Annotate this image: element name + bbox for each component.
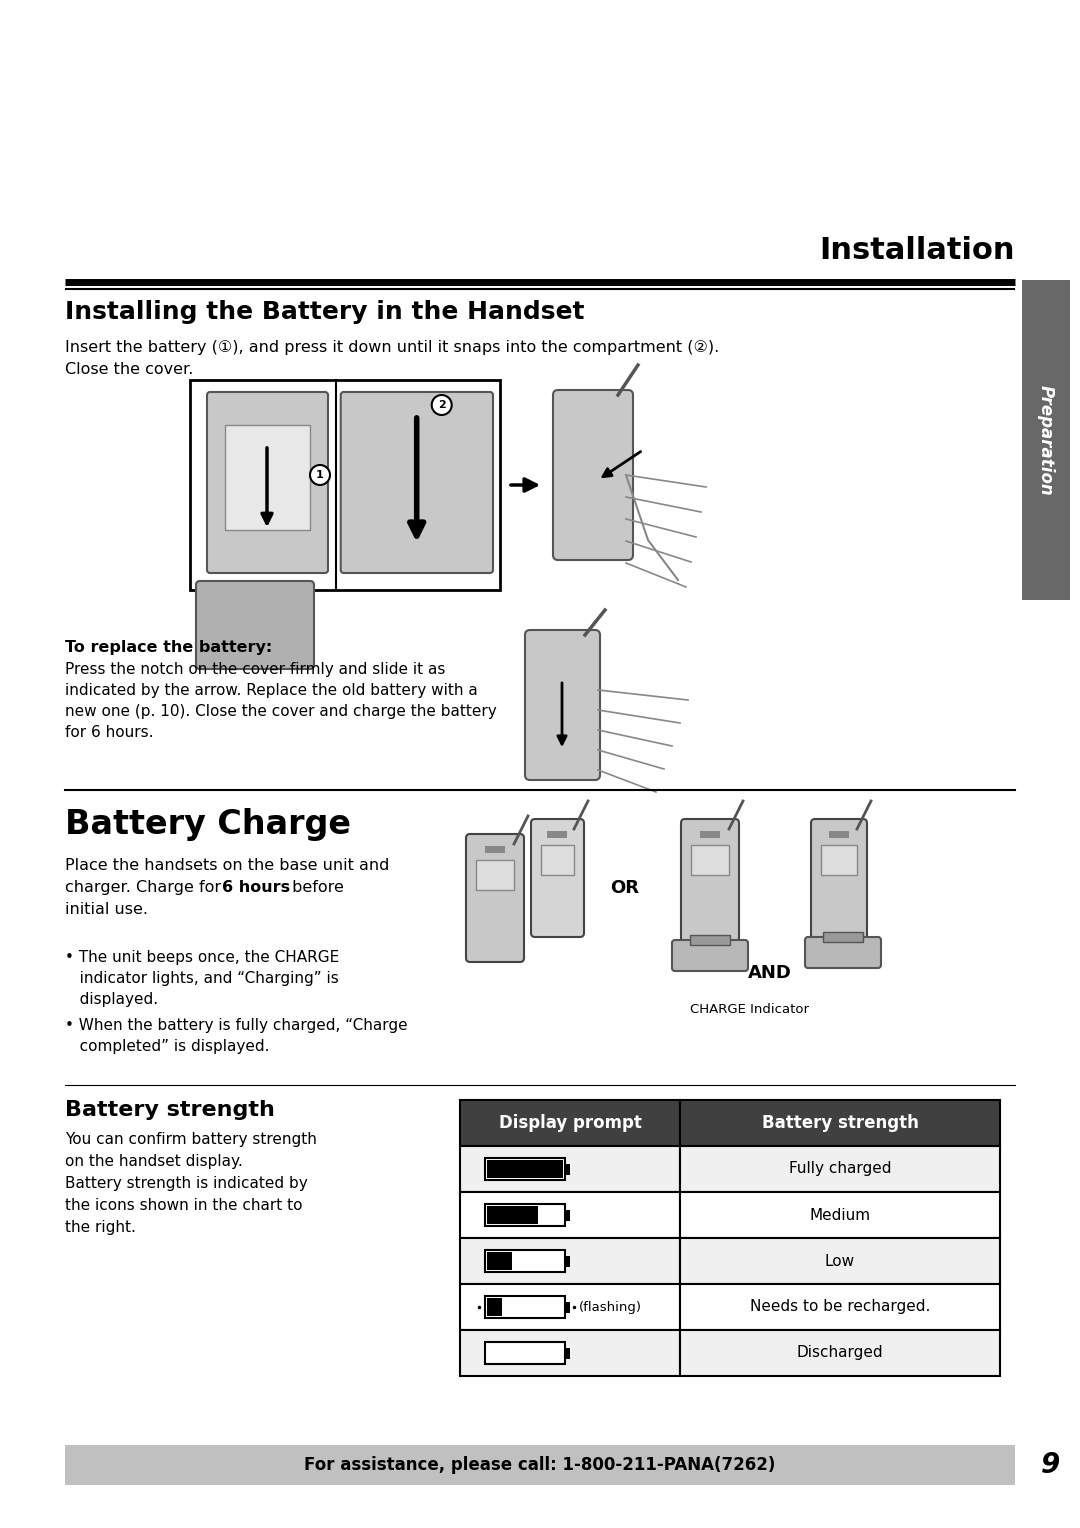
Text: You can confirm battery strength: You can confirm battery strength [65, 1132, 316, 1148]
Bar [485, 847, 505, 853]
Bar [565, 1210, 570, 1221]
Text: Battery strength: Battery strength [761, 1114, 918, 1132]
Bar [487, 1206, 538, 1224]
Text: before: before [287, 880, 343, 895]
Bar [1022, 280, 1070, 601]
Text: Discharged: Discharged [797, 1346, 883, 1360]
Bar [700, 831, 720, 837]
Bar [485, 1204, 565, 1225]
FancyBboxPatch shape [207, 393, 328, 573]
Bar [821, 845, 858, 876]
Text: new one (p. 10). Close the cover and charge the battery: new one (p. 10). Close the cover and cha… [65, 704, 497, 720]
Bar [460, 1284, 680, 1329]
FancyBboxPatch shape [340, 393, 492, 573]
Text: • The unit beeps once, the CHARGE: • The unit beeps once, the CHARGE [65, 950, 339, 966]
Text: Battery strength: Battery strength [65, 1100, 275, 1120]
Bar [460, 1146, 680, 1192]
Bar [823, 932, 863, 941]
Text: Medium: Medium [809, 1207, 870, 1222]
Text: for 6 hours.: for 6 hours. [65, 724, 153, 740]
Bar [225, 425, 310, 530]
FancyBboxPatch shape [531, 819, 584, 937]
Text: To replace the battery:: To replace the battery: [65, 640, 272, 656]
Text: • When the battery is fully charged, “Charge: • When the battery is fully charged, “Ch… [65, 1018, 407, 1033]
Bar [680, 1192, 1000, 1238]
Text: Low: Low [825, 1253, 855, 1268]
Bar [565, 1256, 570, 1267]
Text: Preparation: Preparation [1037, 385, 1055, 495]
Bar [476, 860, 514, 889]
Text: indicator lights, and “Charging” is: indicator lights, and “Charging” is [65, 970, 339, 986]
Circle shape [310, 465, 330, 484]
Bar [485, 1158, 565, 1180]
Text: displayed.: displayed. [65, 992, 158, 1007]
Text: indicated by the arrow. Replace the old battery with a: indicated by the arrow. Replace the old … [65, 683, 477, 698]
Text: Press the notch on the cover firmly and slide it as: Press the notch on the cover firmly and … [65, 662, 445, 677]
Circle shape [432, 396, 451, 416]
Bar [546, 831, 567, 837]
FancyBboxPatch shape [553, 390, 633, 559]
Text: AND: AND [748, 964, 792, 983]
Bar [541, 845, 573, 876]
Bar [565, 1163, 570, 1175]
Bar [487, 1297, 502, 1316]
Bar [565, 1348, 570, 1358]
Bar [460, 1192, 680, 1238]
Bar [680, 1329, 1000, 1377]
Bar [487, 1160, 563, 1178]
FancyBboxPatch shape [681, 819, 739, 947]
Text: Needs to be recharged.: Needs to be recharged. [750, 1299, 930, 1314]
Bar [690, 935, 730, 944]
Bar [680, 1284, 1000, 1329]
Text: Installation: Installation [820, 235, 1015, 264]
Text: Insert the battery (①), and press it down until it snaps into the compartment (②: Insert the battery (①), and press it dow… [65, 341, 719, 354]
Bar [190, 380, 500, 590]
Text: Installing the Battery in the Handset: Installing the Battery in the Handset [65, 299, 584, 324]
Text: 1: 1 [316, 471, 324, 480]
Text: OR: OR [610, 879, 639, 897]
Bar [680, 1100, 1000, 1146]
Text: Close the cover.: Close the cover. [65, 362, 193, 377]
Text: charger. Charge for: charger. Charge for [65, 880, 226, 895]
Text: the icons shown in the chart to: the icons shown in the chart to [65, 1198, 302, 1213]
Text: CHARGE Indicator: CHARGE Indicator [690, 1002, 810, 1016]
Bar [691, 845, 729, 876]
Text: 2: 2 [437, 400, 446, 410]
Bar [485, 1342, 565, 1365]
Text: initial use.: initial use. [65, 902, 148, 917]
Text: 9: 9 [1040, 1452, 1059, 1479]
Bar [65, 1445, 1015, 1485]
Bar [680, 1238, 1000, 1284]
Text: on the handset display.: on the handset display. [65, 1154, 243, 1169]
Text: For assistance, please call: 1-800-211-PANA(7262): For assistance, please call: 1-800-211-P… [305, 1456, 775, 1475]
Text: Battery strength is indicated by: Battery strength is indicated by [65, 1177, 308, 1190]
FancyBboxPatch shape [811, 819, 867, 944]
Bar [460, 1329, 680, 1377]
Text: Place the handsets on the base unit and: Place the handsets on the base unit and [65, 859, 390, 872]
FancyBboxPatch shape [195, 581, 314, 669]
Bar [680, 1146, 1000, 1192]
Text: Fully charged: Fully charged [788, 1161, 891, 1177]
Bar [565, 1302, 570, 1313]
Bar [485, 1250, 565, 1271]
FancyBboxPatch shape [525, 630, 600, 779]
Bar [829, 831, 849, 837]
FancyBboxPatch shape [672, 940, 748, 970]
Text: 6 hours: 6 hours [222, 880, 291, 895]
FancyBboxPatch shape [465, 834, 524, 963]
FancyBboxPatch shape [805, 937, 881, 969]
Text: (flashing): (flashing) [579, 1300, 642, 1314]
Text: the right.: the right. [65, 1219, 136, 1235]
Bar [485, 1296, 565, 1319]
Text: Battery Charge: Battery Charge [65, 808, 351, 840]
Bar [487, 1251, 512, 1270]
Text: Display prompt: Display prompt [499, 1114, 642, 1132]
Bar [460, 1100, 680, 1146]
Bar [460, 1238, 680, 1284]
Text: completed” is displayed.: completed” is displayed. [65, 1039, 270, 1054]
